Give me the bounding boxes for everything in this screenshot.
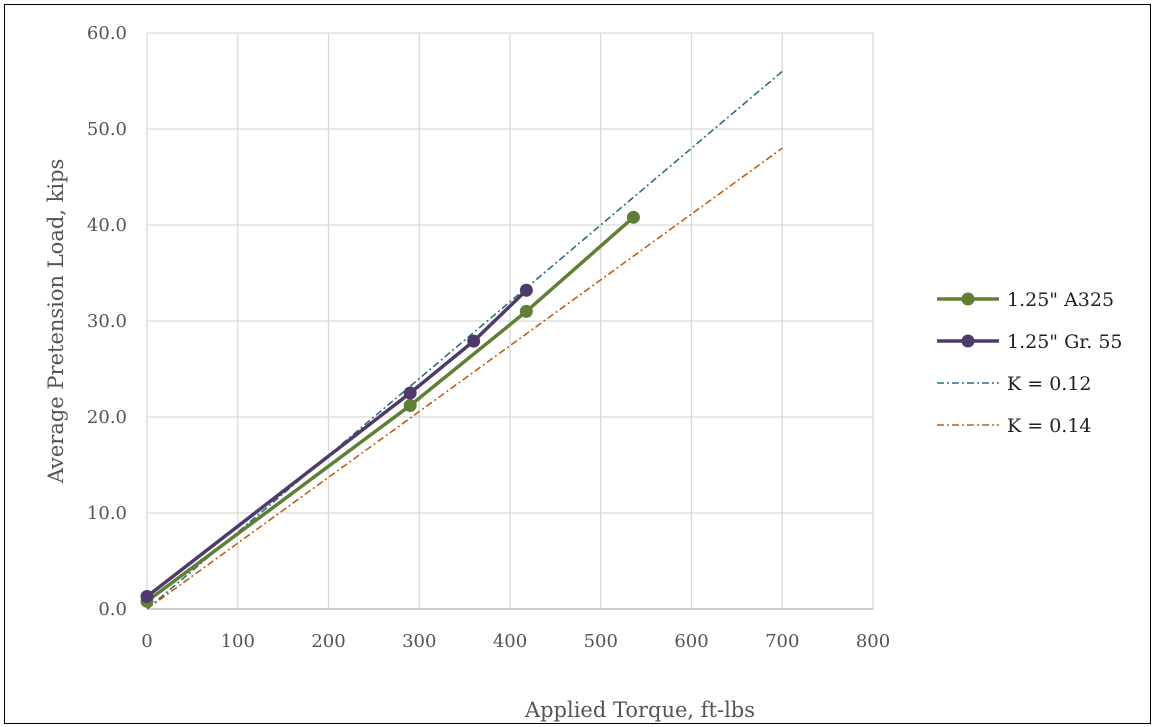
x-tick-label: 0 — [141, 631, 152, 652]
series-line-3 — [146, 147, 783, 610]
x-tick-label: 700 — [765, 631, 799, 652]
x-tick-label: 100 — [221, 631, 255, 652]
chart-frame: 0 100 200 300 400 500 600 700 800 0.0 10.0 20.0 30.… — [4, 4, 1151, 724]
y-tick-label: 60.0 — [87, 23, 127, 44]
x-tick-label: 300 — [402, 631, 436, 652]
series-point-1 — [140, 590, 154, 604]
y-tick-label: 10.0 — [87, 503, 127, 524]
series-layer — [140, 70, 783, 610]
series-point-0 — [626, 210, 640, 224]
series-point-1 — [519, 283, 533, 297]
legend-marker-1 — [961, 334, 975, 348]
series-point-0 — [403, 398, 417, 412]
x-axis-title: Applied Torque, ft-lbs — [524, 698, 755, 722]
series-line-2 — [146, 70, 783, 610]
x-tick-labels: 0 100 200 300 400 500 600 700 800 — [141, 631, 890, 652]
chart-svg: 0 100 200 300 400 500 600 700 800 0.0 10.0 20.0 30.… — [44, 23, 1123, 722]
legend-label-3: K = 0.14 — [1007, 415, 1092, 437]
legend-label-0: 1.25" A325 — [1007, 289, 1114, 311]
y-tick-label: 50.0 — [87, 119, 127, 140]
legend: 1.25" A325 1.25" Gr. 55 K = 0.12 K = 0.14 — [937, 289, 1123, 437]
series-point-1 — [467, 334, 481, 348]
x-tick-label: 400 — [493, 631, 527, 652]
x-tick-label: 500 — [584, 631, 618, 652]
y-tick-labels: 0.0 10.0 20.0 30.0 40.0 50.0 60.0 — [87, 23, 127, 620]
x-tick-label: 800 — [856, 631, 890, 652]
y-tick-label: 30.0 — [87, 311, 127, 332]
x-tick-label: 200 — [311, 631, 345, 652]
series-point-0 — [519, 304, 533, 318]
y-tick-label: 40.0 — [87, 215, 127, 236]
series-line-0 — [145, 216, 635, 603]
x-tick-label: 600 — [674, 631, 708, 652]
series-line-1 — [145, 289, 528, 598]
y-tick-label: 20.0 — [87, 407, 127, 428]
y-axis-title: Average Pretension Load, kips — [44, 159, 68, 485]
gridlines — [146, 32, 874, 610]
legend-marker-0 — [961, 292, 975, 306]
legend-label-1: 1.25" Gr. 55 — [1007, 331, 1123, 353]
series-point-1 — [403, 386, 417, 400]
legend-label-2: K = 0.12 — [1007, 373, 1092, 395]
y-tick-label: 0.0 — [98, 599, 127, 620]
